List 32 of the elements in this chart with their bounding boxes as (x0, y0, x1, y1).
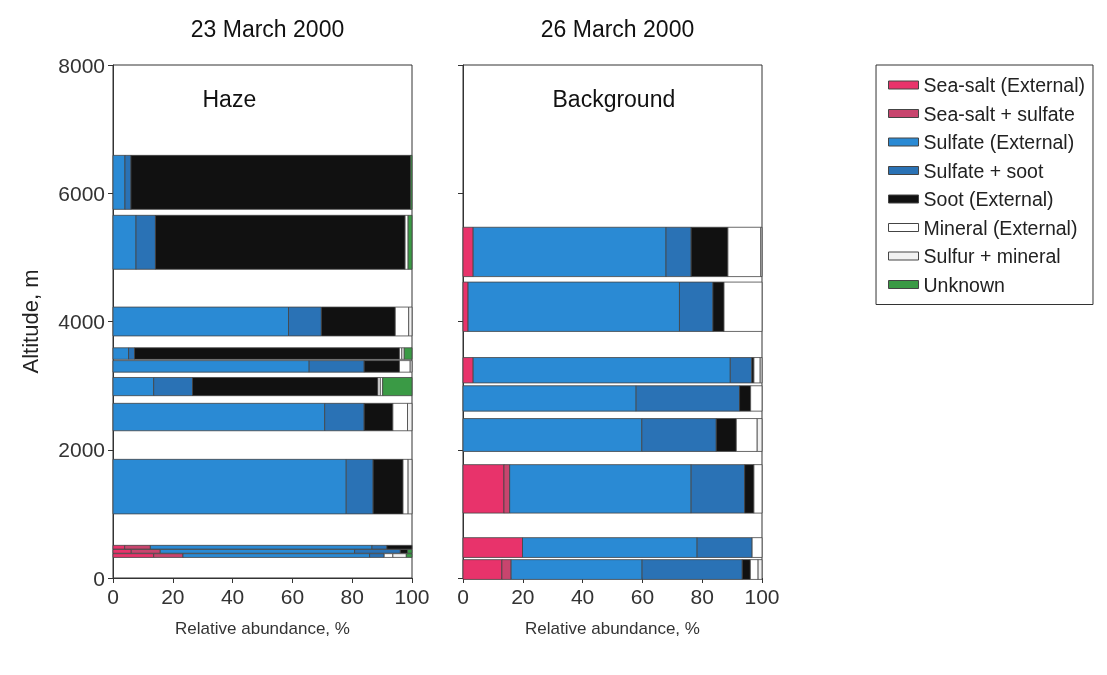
legend-label: Mineral (External) (923, 216, 1078, 239)
chart-title: 26 March 2000 (540, 15, 695, 42)
legend-label: Sea-salt (External) (923, 74, 1086, 96)
x-tick-label: 60 (630, 585, 655, 608)
x-axis-title: Relative abundance, % (525, 619, 700, 638)
x-tick-label: 40 (220, 585, 245, 608)
x-tick-label: 0 (107, 585, 119, 608)
y-tick-label: 8000 (58, 53, 105, 77)
annotation: Background (552, 85, 676, 112)
legend-label: Sea-salt + sulfate (923, 102, 1075, 125)
y-tick-label: 6000 (58, 181, 105, 205)
x-tick-label: 20 (511, 585, 535, 608)
y-axis-title: Altitude, m (17, 269, 43, 374)
legend-label: Unknown (923, 273, 1005, 296)
y-tick-label: 0 (93, 566, 105, 590)
y-tick-label: 4000 (58, 310, 105, 333)
x-tick-label: 60 (280, 585, 305, 608)
legend-label: Sulfate (External) (923, 131, 1075, 153)
chart-title: 23 March 2000 (190, 15, 345, 42)
legend-label: Soot (External) (923, 188, 1054, 210)
legend-label: Sulfur + mineral (923, 245, 1061, 267)
x-tick-label: 40 (570, 585, 595, 608)
legend-label: Sulfate + soot (923, 159, 1044, 182)
x-tick-label: 100 (744, 585, 780, 608)
x-tick-label: 80 (690, 585, 714, 608)
y-tick-label: 2000 (58, 438, 105, 462)
x-tick-label: 20 (161, 585, 185, 608)
x-axis-title: Relative abundance, % (175, 619, 350, 638)
x-tick-label: 100 (394, 585, 430, 608)
annotation: Haze (202, 85, 257, 112)
x-tick-label: 0 (457, 585, 469, 608)
x-tick-label: 80 (340, 585, 364, 608)
